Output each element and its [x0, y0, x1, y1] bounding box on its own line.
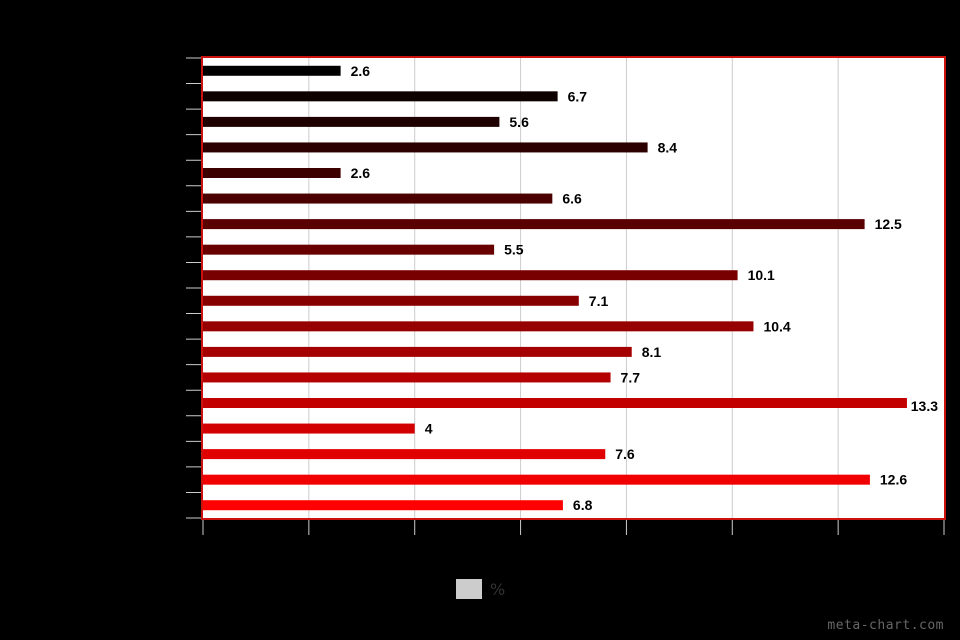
data-label: 10.4 — [763, 318, 790, 334]
bar — [203, 449, 606, 460]
bar — [203, 270, 738, 281]
watermark: meta-chart.com — [827, 618, 944, 633]
bar — [203, 295, 579, 306]
data-label: 12.5 — [875, 216, 902, 232]
data-label: 8.4 — [658, 139, 678, 155]
data-label: 6.8 — [573, 497, 593, 513]
data-label: 6.7 — [568, 88, 588, 104]
bar — [203, 142, 648, 153]
legend: % — [456, 579, 505, 599]
bar — [203, 244, 495, 255]
bar — [203, 65, 341, 76]
data-label: 2.6 — [351, 63, 371, 79]
plot-border — [201, 56, 946, 520]
plot-area — [203, 58, 944, 518]
bar — [203, 91, 558, 102]
data-label: 6.6 — [562, 191, 582, 207]
data-label: 2.6 — [351, 165, 371, 181]
data-label: 7.1 — [589, 293, 609, 309]
bar — [203, 193, 553, 204]
legend-swatch — [456, 579, 482, 599]
bar — [203, 321, 754, 332]
data-label: 12.6 — [880, 472, 907, 488]
data-label: 5.6 — [509, 114, 529, 130]
bar — [203, 423, 415, 434]
data-label: 7.6 — [615, 446, 635, 462]
bar — [203, 500, 563, 511]
bar — [203, 219, 865, 230]
bar — [203, 116, 500, 127]
bar — [203, 372, 611, 383]
data-label: 4 — [425, 421, 433, 437]
bar — [203, 398, 907, 408]
legend-label: % — [490, 579, 506, 599]
data-label: 5.5 — [504, 242, 524, 258]
bar — [203, 168, 341, 178]
bar — [203, 474, 870, 485]
data-label: 10.1 — [748, 267, 775, 283]
data-label: 8.1 — [642, 344, 662, 360]
data-label: 13.3 — [911, 398, 938, 414]
bar — [203, 346, 632, 357]
data-label: 7.7 — [621, 369, 641, 385]
